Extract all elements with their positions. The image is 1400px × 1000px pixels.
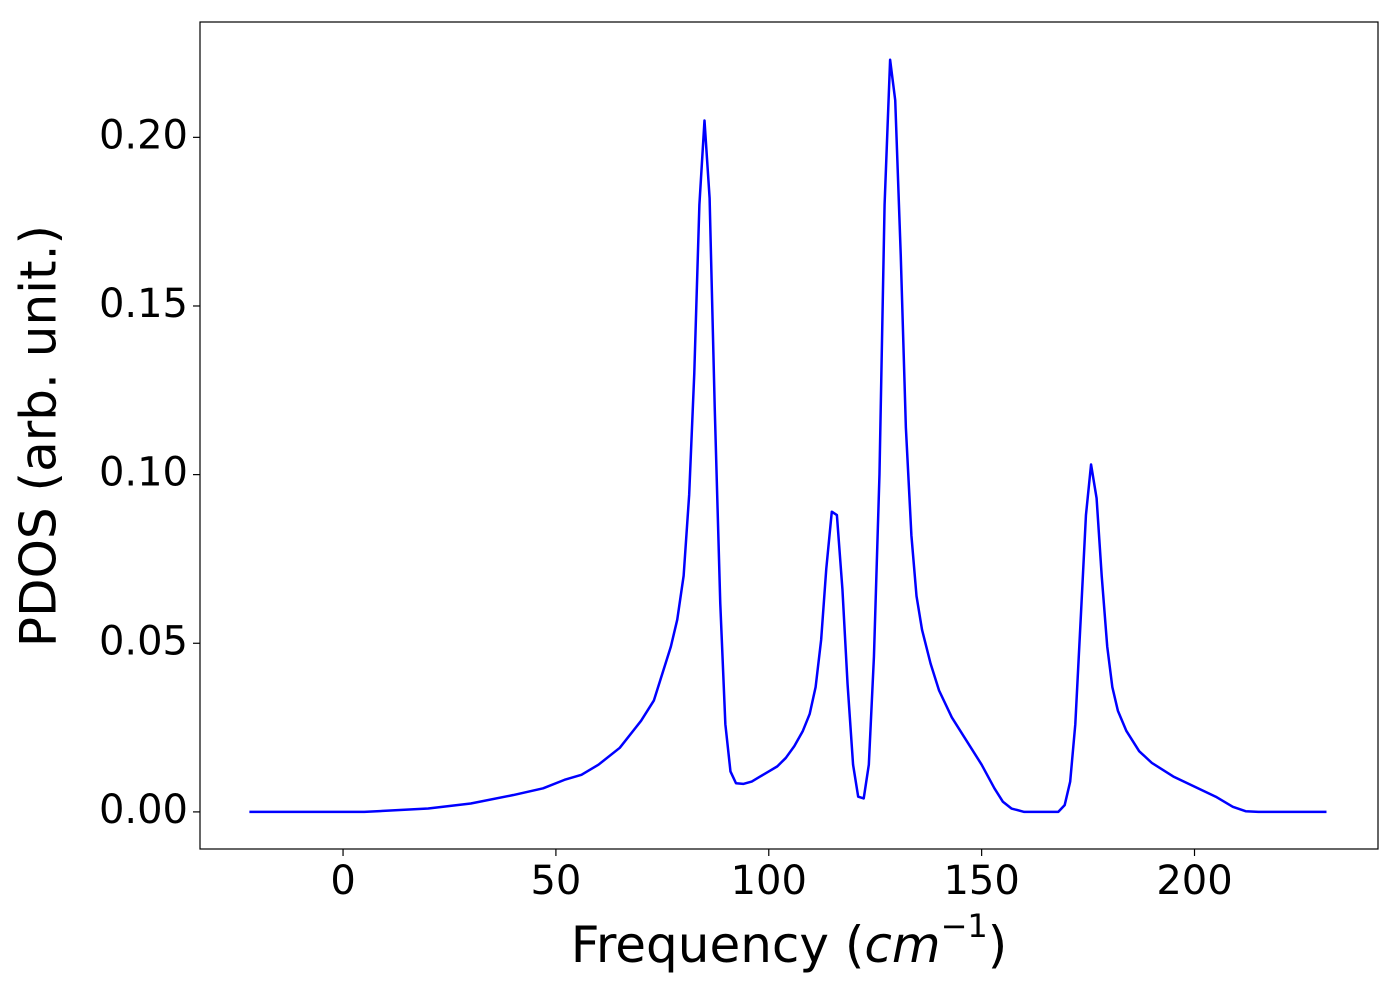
x-label-exponent: −1 [941, 907, 988, 945]
x-tick-label: 200 [1156, 858, 1232, 904]
x-tick-label: 150 [943, 858, 1019, 904]
x-tick-label: 100 [731, 858, 807, 904]
x-tick-label: 0 [330, 858, 355, 904]
x-label-unit: cm [864, 916, 940, 974]
x-label-close: ) [988, 916, 1008, 974]
y-tick-label: 0.05 [99, 618, 188, 664]
y-tick-label: 0.15 [99, 281, 188, 327]
x-axis-label: Frequency (cm−1) [571, 907, 1008, 974]
x-label-text: Frequency ( [571, 916, 865, 974]
y-tick-label: 0.20 [99, 112, 188, 158]
x-tick-label: 50 [530, 858, 581, 904]
y-tick-label: 0.00 [99, 787, 188, 833]
data-line [249, 58, 1327, 814]
plot-frame [199, 21, 1379, 850]
y-axis-label: PDOS (arb. unit.) [10, 225, 68, 647]
y-tick-label: 0.10 [99, 450, 188, 496]
